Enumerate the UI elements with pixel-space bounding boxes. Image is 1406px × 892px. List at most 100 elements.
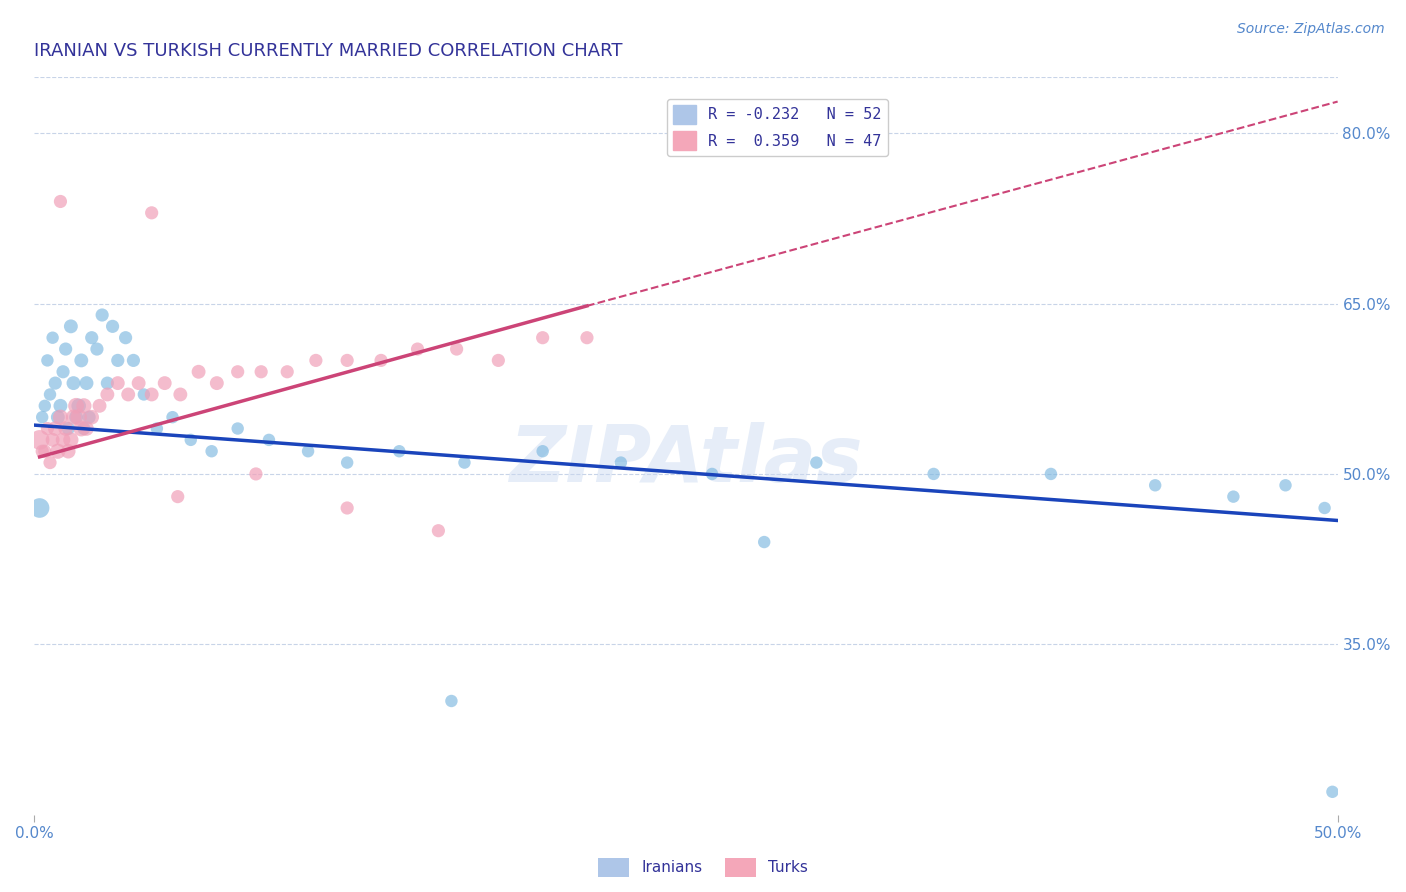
Point: [336, 353, 359, 368]
Point: [250, 365, 273, 379]
Point: [806, 456, 828, 470]
Point: [297, 444, 319, 458]
Point: [226, 421, 249, 435]
Point: [440, 694, 463, 708]
Point: [52, 365, 75, 379]
Point: [67, 410, 90, 425]
Point: [28, 433, 51, 447]
Point: [146, 421, 169, 435]
Point: [37, 353, 59, 368]
Point: [1222, 490, 1244, 504]
Point: [141, 387, 163, 401]
Point: [141, 206, 163, 220]
Point: [49, 399, 72, 413]
Point: [46, 444, 69, 458]
Text: IRANIAN VS TURKISH CURRENTLY MARRIED CORRELATION CHART: IRANIAN VS TURKISH CURRENTLY MARRIED COR…: [34, 42, 623, 60]
Point: [700, 467, 723, 481]
Point: [39, 387, 62, 401]
Point: [44, 376, 66, 391]
Point: [65, 399, 87, 413]
Point: [486, 353, 509, 368]
Point: [107, 353, 129, 368]
Point: [427, 524, 450, 538]
Legend: R = -0.232   N = 52, R =  0.359   N = 47: R = -0.232 N = 52, R = 0.359 N = 47: [666, 99, 887, 156]
Point: [107, 376, 129, 391]
Point: [49, 410, 72, 425]
Point: [122, 353, 145, 368]
Point: [575, 331, 598, 345]
Point: [70, 353, 93, 368]
Point: [201, 444, 224, 458]
Point: [76, 376, 98, 391]
Point: [41, 433, 63, 447]
Point: [62, 376, 84, 391]
Point: [39, 456, 62, 470]
Point: [101, 319, 124, 334]
Point: [180, 433, 202, 447]
Point: [46, 410, 69, 425]
Point: [406, 342, 429, 356]
Point: [58, 444, 80, 458]
Point: [55, 421, 77, 435]
Point: [80, 331, 103, 345]
Point: [59, 319, 82, 334]
Point: [1144, 478, 1167, 492]
Point: [754, 535, 776, 549]
Point: [226, 365, 249, 379]
Point: [89, 399, 111, 413]
Point: [73, 399, 96, 413]
Legend: Iranians, Turks: Iranians, Turks: [591, 850, 815, 884]
Point: [187, 365, 209, 379]
Point: [86, 342, 108, 356]
Point: [245, 467, 267, 481]
Point: [1322, 785, 1344, 799]
Point: [34, 399, 56, 413]
Point: [73, 421, 96, 435]
Point: [34, 444, 56, 458]
Point: [166, 490, 188, 504]
Point: [305, 353, 328, 368]
Point: [336, 456, 359, 470]
Point: [58, 421, 80, 435]
Point: [336, 500, 359, 515]
Point: [153, 376, 176, 391]
Point: [80, 410, 103, 425]
Point: [114, 331, 136, 345]
Point: [922, 467, 945, 481]
Point: [276, 365, 298, 379]
Point: [162, 410, 184, 425]
Point: [77, 410, 100, 425]
Point: [128, 376, 150, 391]
Point: [67, 399, 90, 413]
Point: [37, 421, 59, 435]
Point: [41, 331, 63, 345]
Point: [62, 410, 84, 425]
Point: [446, 342, 468, 356]
Point: [531, 331, 554, 345]
Point: [370, 353, 392, 368]
Point: [31, 444, 53, 458]
Point: [257, 433, 280, 447]
Point: [610, 456, 633, 470]
Point: [96, 376, 118, 391]
Point: [531, 444, 554, 458]
Point: [205, 376, 228, 391]
Point: [1313, 500, 1336, 515]
Text: Source: ZipAtlas.com: Source: ZipAtlas.com: [1237, 22, 1385, 37]
Point: [49, 194, 72, 209]
Point: [1274, 478, 1296, 492]
Point: [52, 433, 75, 447]
Point: [76, 421, 98, 435]
Point: [132, 387, 155, 401]
Point: [388, 444, 411, 458]
Point: [65, 410, 87, 425]
Point: [28, 500, 51, 515]
Point: [70, 421, 93, 435]
Point: [117, 387, 139, 401]
Text: ZIPAtlas: ZIPAtlas: [509, 422, 863, 499]
Point: [55, 342, 77, 356]
Point: [91, 308, 114, 322]
Point: [96, 387, 118, 401]
Point: [169, 387, 191, 401]
Point: [1039, 467, 1062, 481]
